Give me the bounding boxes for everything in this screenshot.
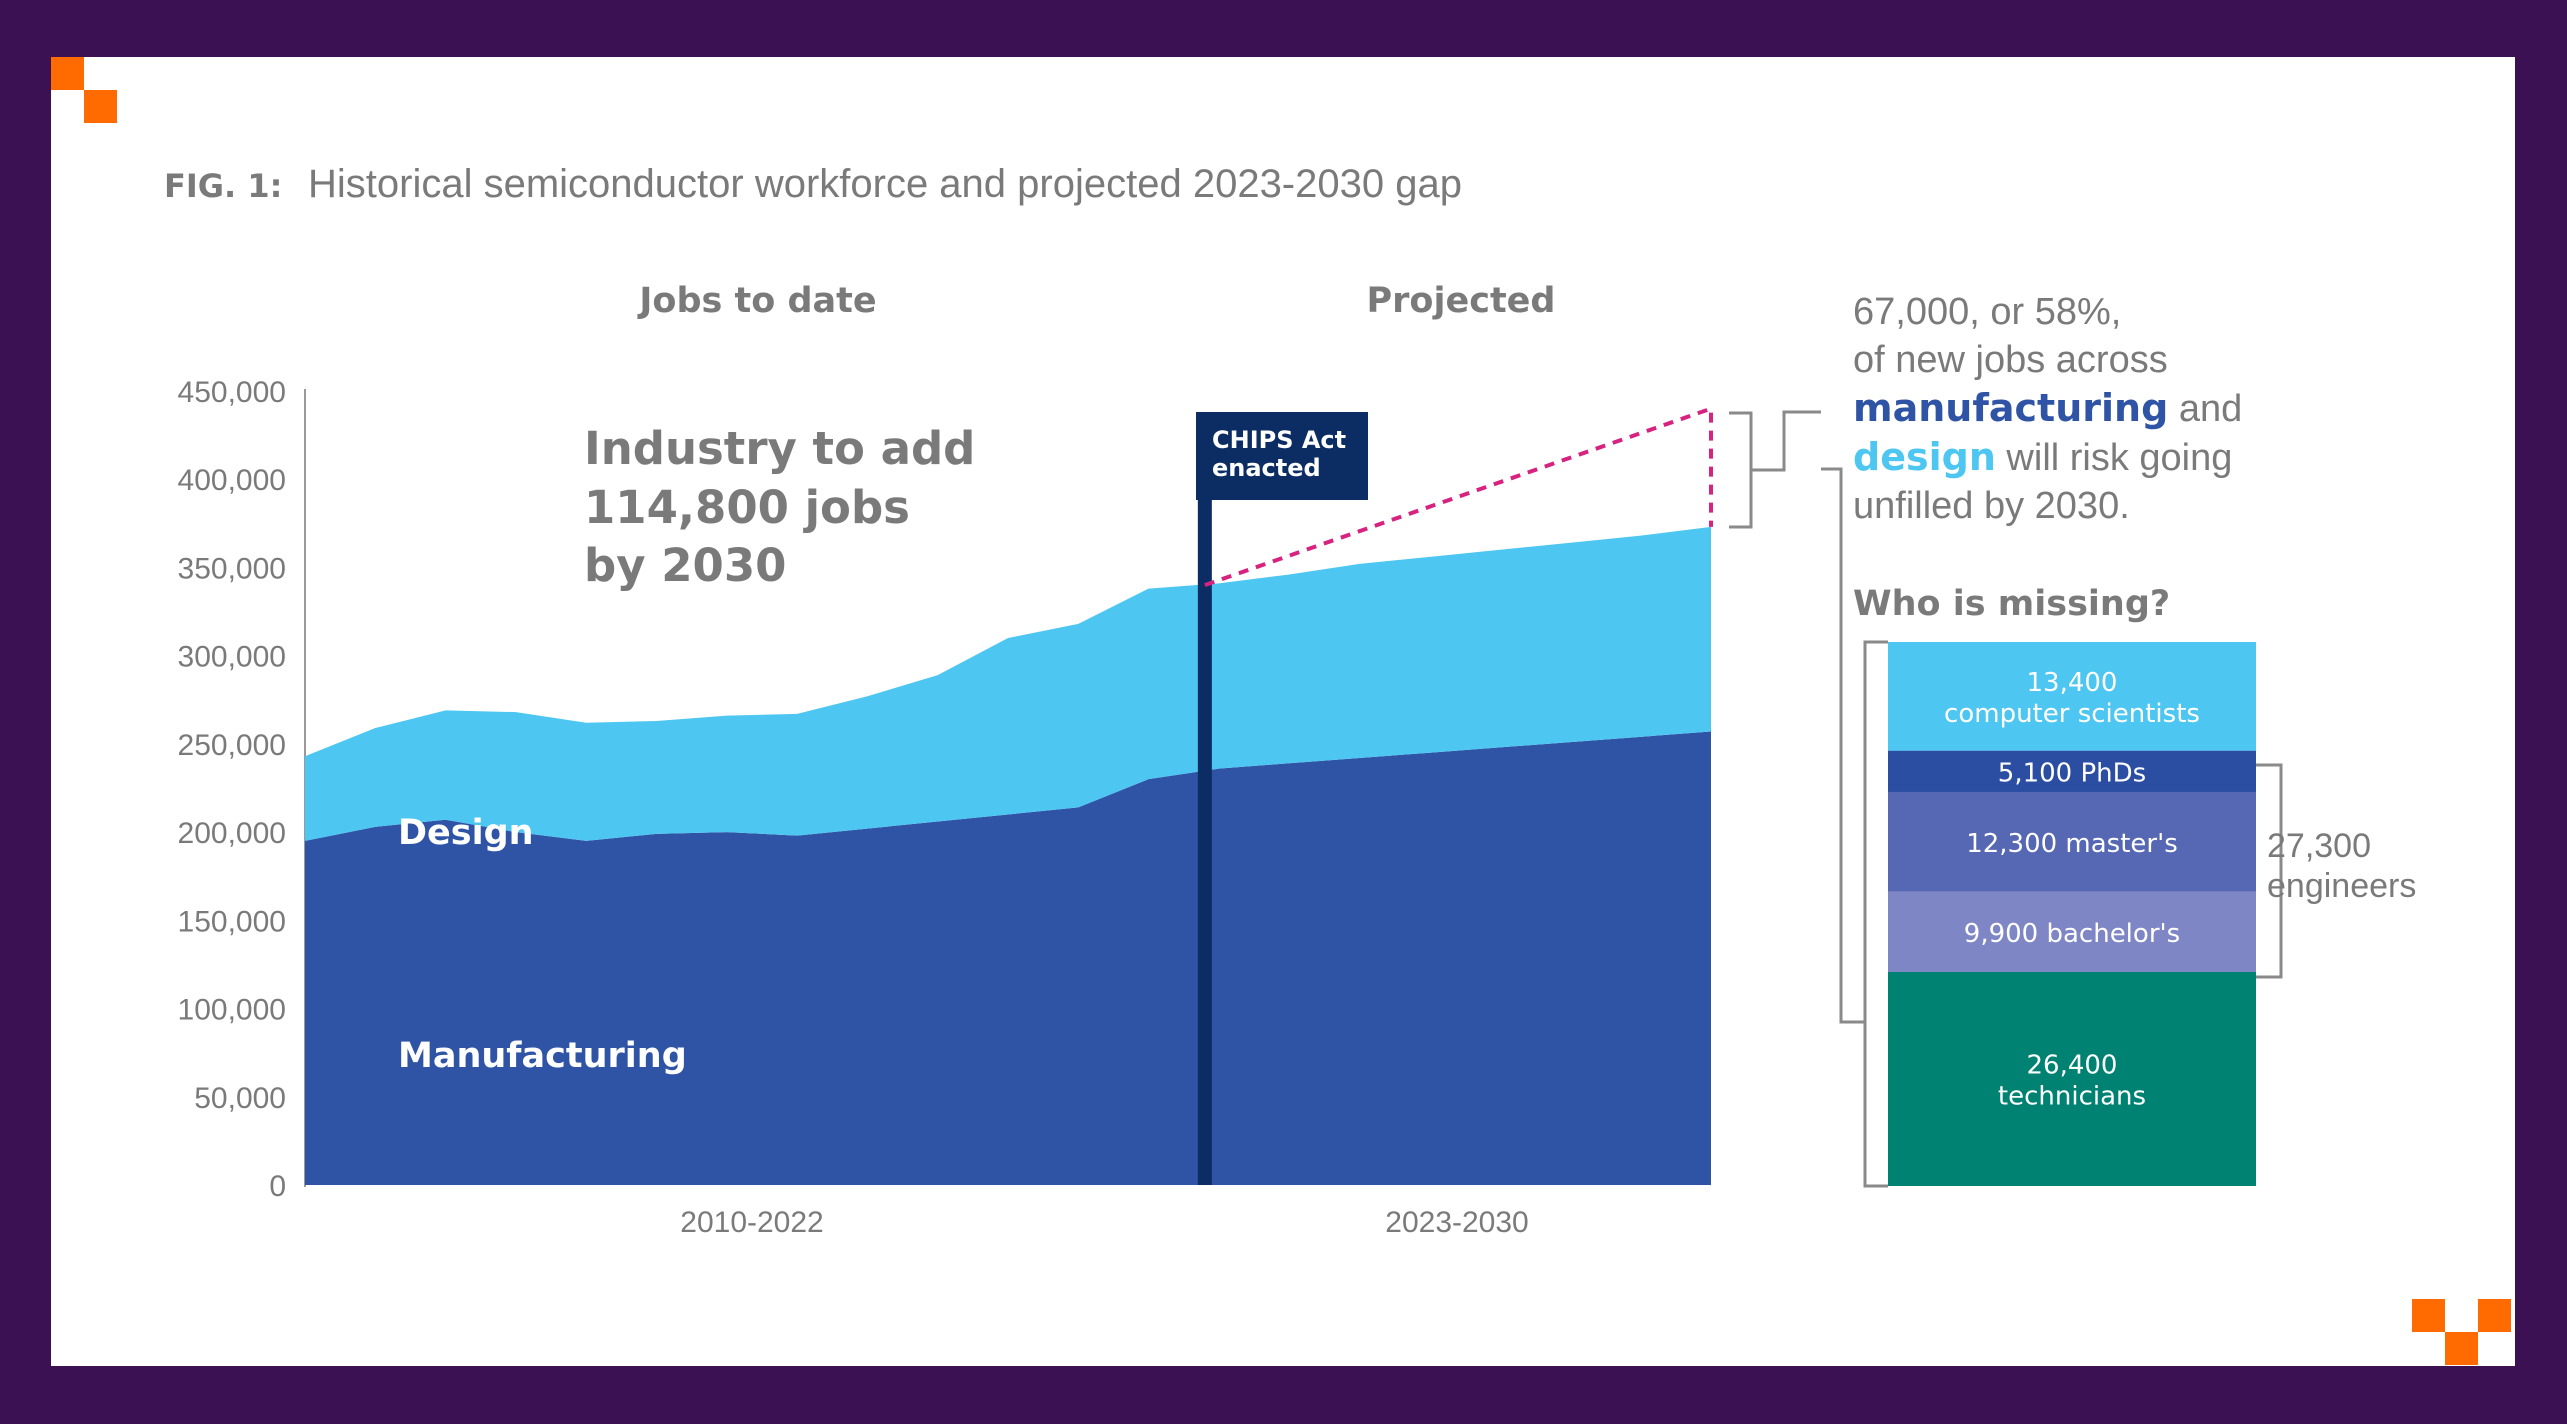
gap-dashed-line [1204, 405, 1713, 587]
gap-note-line-4: design will risk going [1853, 435, 2232, 479]
y-tick-label: 50,000 [194, 1082, 286, 1115]
corner-square-br-3 [2478, 1299, 2511, 1332]
y-tick-label: 300,000 [178, 641, 286, 674]
series-label-design: Design [398, 813, 534, 853]
callout-line-3: by 2030 [584, 539, 786, 592]
y-tick-label: 250,000 [178, 729, 286, 762]
missing-segment-label: 13,400 [2027, 668, 2118, 698]
header-projected: Projected [1367, 281, 1556, 321]
y-tick-label: 200,000 [178, 817, 286, 850]
y-tick-label: 450,000 [178, 376, 286, 409]
gap-note-design: design [1853, 435, 1996, 479]
area-design [305, 526, 1711, 841]
missing-segment-label: technicians [1998, 1081, 2146, 1111]
figure-svg: FIG. 1: Historical semiconductor workfor… [164, 162, 2416, 1239]
y-tick-label: 0 [269, 1170, 286, 1203]
missing-segment-label: 5,100 PhDs [1998, 758, 2146, 788]
gap-note-line-1: 67,000, or 58%, [1853, 291, 2121, 333]
engineers-count: 27,300 [2267, 827, 2371, 865]
missing-bracket [1821, 467, 1888, 1188]
corner-square-br-1 [2412, 1299, 2445, 1332]
callout-line-2: 114,800 jobs [584, 481, 910, 534]
area-manufacturing [305, 731, 1711, 1185]
missing-segment [1888, 750, 2256, 792]
area-series: Design Manufacturing [305, 405, 1713, 1185]
missing-segment-label: 12,300 master's [1966, 829, 2178, 859]
figure-card: FIG. 1: Historical semiconductor workfor… [51, 57, 2515, 1366]
missing-segment-label: 9,900 bachelor's [1964, 919, 2180, 949]
corner-square-tl-1 [51, 57, 84, 90]
figure-label: FIG. 1: [164, 167, 282, 205]
missing-segment [1888, 891, 2256, 972]
chips-act-label-1: CHIPS Act [1212, 426, 1346, 454]
x-label-projected: 2023-2030 [1385, 1206, 1528, 1239]
gap-note-line-3: manufacturing and [1853, 386, 2242, 430]
missing-segment [1888, 971, 2256, 1186]
y-tick-label: 100,000 [178, 994, 286, 1027]
y-tick-label: 350,000 [178, 552, 286, 585]
callout-line-1: Industry to add [584, 422, 975, 475]
y-tick-label: 400,000 [178, 464, 286, 497]
y-tick-label: 150,000 [178, 905, 286, 938]
figure-title: Historical semiconductor workforce and p… [308, 162, 1462, 206]
corner-square-tl-2 [84, 90, 117, 123]
missing-segment-label: computer scientists [1944, 699, 2200, 729]
corner-square-br-2 [2445, 1332, 2478, 1365]
gap-note-line-5: unfilled by 2030. [1853, 485, 2130, 527]
gap-note-risk: will risk going [1996, 437, 2233, 479]
missing-segment [1888, 642, 2256, 751]
y-axis: 0 50,000 100,000 150,000 200,000 250,000 300,0… [178, 376, 306, 1203]
engineers-word: engineers [2267, 867, 2416, 905]
gap-bracket [1729, 410, 1821, 529]
missing-segment-label: 26,400 [2027, 1050, 2118, 1080]
series-label-manufacturing: Manufacturing [398, 1036, 687, 1076]
area-chart: 0 50,000 100,000 150,000 200,000 250,000 300,0… [178, 376, 1713, 1203]
gap-note-and: and [2168, 388, 2242, 430]
gap-note-manufacturing: manufacturing [1853, 386, 2168, 430]
gap-note-line-2: of new jobs across [1853, 339, 2168, 381]
engineers-bracket [2256, 763, 2283, 979]
chips-act-marker [1197, 467, 1212, 1185]
header-jobs-to-date: Jobs to date [637, 281, 876, 321]
x-label-historical: 2010-2022 [680, 1206, 823, 1239]
chips-act-label-2: enacted [1212, 454, 1321, 482]
chips-act-flag [1196, 412, 1368, 500]
missing-segment [1888, 791, 2256, 892]
missing-title: Who is missing? [1853, 584, 2170, 624]
